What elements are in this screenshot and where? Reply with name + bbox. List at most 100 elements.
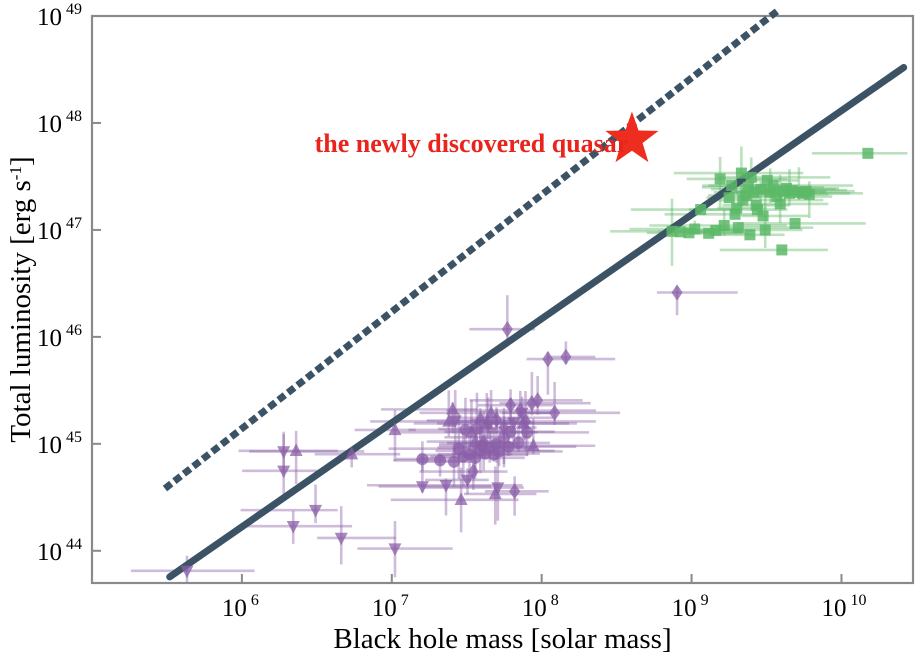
x-tick-exponent: 9 [701,592,709,609]
eddington-limit-dotted [162,2,787,492]
data-point-triangle-down [439,480,453,493]
x-tick-exponent: 7 [401,592,409,609]
data-point-circle [434,454,447,467]
data-point-square [689,223,701,235]
y-tick-mantissa: 10 [37,4,62,31]
data-point-triangle-up [345,446,359,460]
data-point-circle [502,440,515,453]
x-tick-exponent: 10 [850,592,866,609]
y-tick-mantissa: 10 [37,432,62,459]
data-point-triangle-down [309,504,323,518]
data-point-diamond [532,392,544,409]
data-point-diamond [498,419,510,436]
data-point-square [745,171,757,183]
data-point-triangle-up [526,438,540,451]
data-point-diamond [478,434,490,452]
data-point-triangle-down [491,482,505,496]
data-point-square [767,180,779,192]
y-tick-exponent: 44 [66,536,82,553]
ten-percent-eddington-solid [166,63,908,581]
data-point-triangle-up [473,410,487,424]
data-point-square [750,199,762,211]
y-tick-exponent: 46 [66,322,82,339]
y-tick-mantissa: 10 [37,111,62,138]
data-point-square [714,173,726,185]
data-point-square [735,167,747,179]
data-point-diamond [509,483,521,500]
annotation-layer: the newly discovered quasar [315,129,629,158]
y-tick-label-2: 10 46 [37,322,82,352]
y-tick-exponent: 49 [66,1,82,18]
data-point-circle [416,453,429,466]
data-point-square [862,147,874,159]
data-point-triangle-down [507,417,521,431]
y-tick-mantissa: 10 [37,539,62,566]
data-point-square [776,244,788,256]
data-point-diamond [501,321,513,338]
data-point-square [737,194,749,206]
data-point-triangle-up [454,492,468,505]
data-point-square [695,204,707,216]
plot-border [90,14,915,585]
y-tick-label-1: 10 45 [37,429,82,459]
data-point-triangle-up [289,443,303,457]
x-tick-label-0: 10 6 [222,592,259,622]
y-tick-label-5: 10 49 [37,1,82,31]
data-point-triangle-down [334,532,348,546]
y-tick-exponent: 48 [66,108,82,125]
data-point-triangle-down [286,520,300,534]
data-point-square [731,202,743,214]
y-axis-title-base: Total luminosity [erg s [5,180,37,442]
data-point-triangle-down [388,543,402,557]
data-point-square [718,219,730,231]
data-point-square [732,222,744,234]
data-point-square [729,208,741,220]
x-tick-label-4: 10 10 [821,592,866,622]
x-tick-mantissa: 10 [222,595,247,622]
data-point-triangle-down [448,415,462,429]
y-tick-label-3: 10 47 [37,215,82,245]
axis-title-layer: Black hole mass [solar mass] Total lumino… [5,156,672,655]
x-tick-mantissa: 10 [372,595,397,622]
data-point-triangle-down [415,481,429,494]
quasar-annotation-label: the newly discovered quasar [315,129,629,158]
data-point-diamond [467,463,479,480]
data-point-circle [490,437,503,450]
data-point-square [757,210,769,222]
data-point-square [789,217,801,229]
data-point-square [771,191,783,203]
data-point-square [761,174,773,186]
data-point-triangle-down [180,565,194,579]
data-point-circle [452,442,465,455]
x-tick-mantissa: 10 [672,595,697,622]
data-point-triangle-down [277,465,291,479]
y-tick-exponent: 47 [66,215,82,232]
x-tick-label-2: 10 8 [522,592,559,622]
x-axis-title: Black hole mass [solar mass] [333,623,671,655]
data-point-square [774,198,786,210]
data-point-square [723,192,735,204]
data-point-square [674,226,686,238]
series-newly-discovered-quasar [605,111,659,163]
x-tick-exponent: 6 [251,592,259,609]
data-point-square [786,184,798,196]
data-point-square [683,227,695,239]
data-point-square [755,183,767,195]
y-axis-title-sup: -1 [6,166,25,180]
y-axis-title: Total luminosity [erg s-1] [5,156,37,442]
x-tick-mantissa: 10 [522,595,547,622]
x-tick-label-1: 10 7 [372,592,409,622]
trend-line-layer [162,2,908,581]
data-point-diamond [542,350,554,368]
series-local-AGN-sample-diamonds [467,284,683,500]
data-point-diamond [671,284,683,301]
data-point-square [703,227,715,239]
data-point-circle [521,426,534,439]
data-point-diamond [482,415,494,432]
data-point-diamond [560,348,572,366]
data-point-circle [447,455,460,468]
data-point-triangle-up [488,486,502,500]
